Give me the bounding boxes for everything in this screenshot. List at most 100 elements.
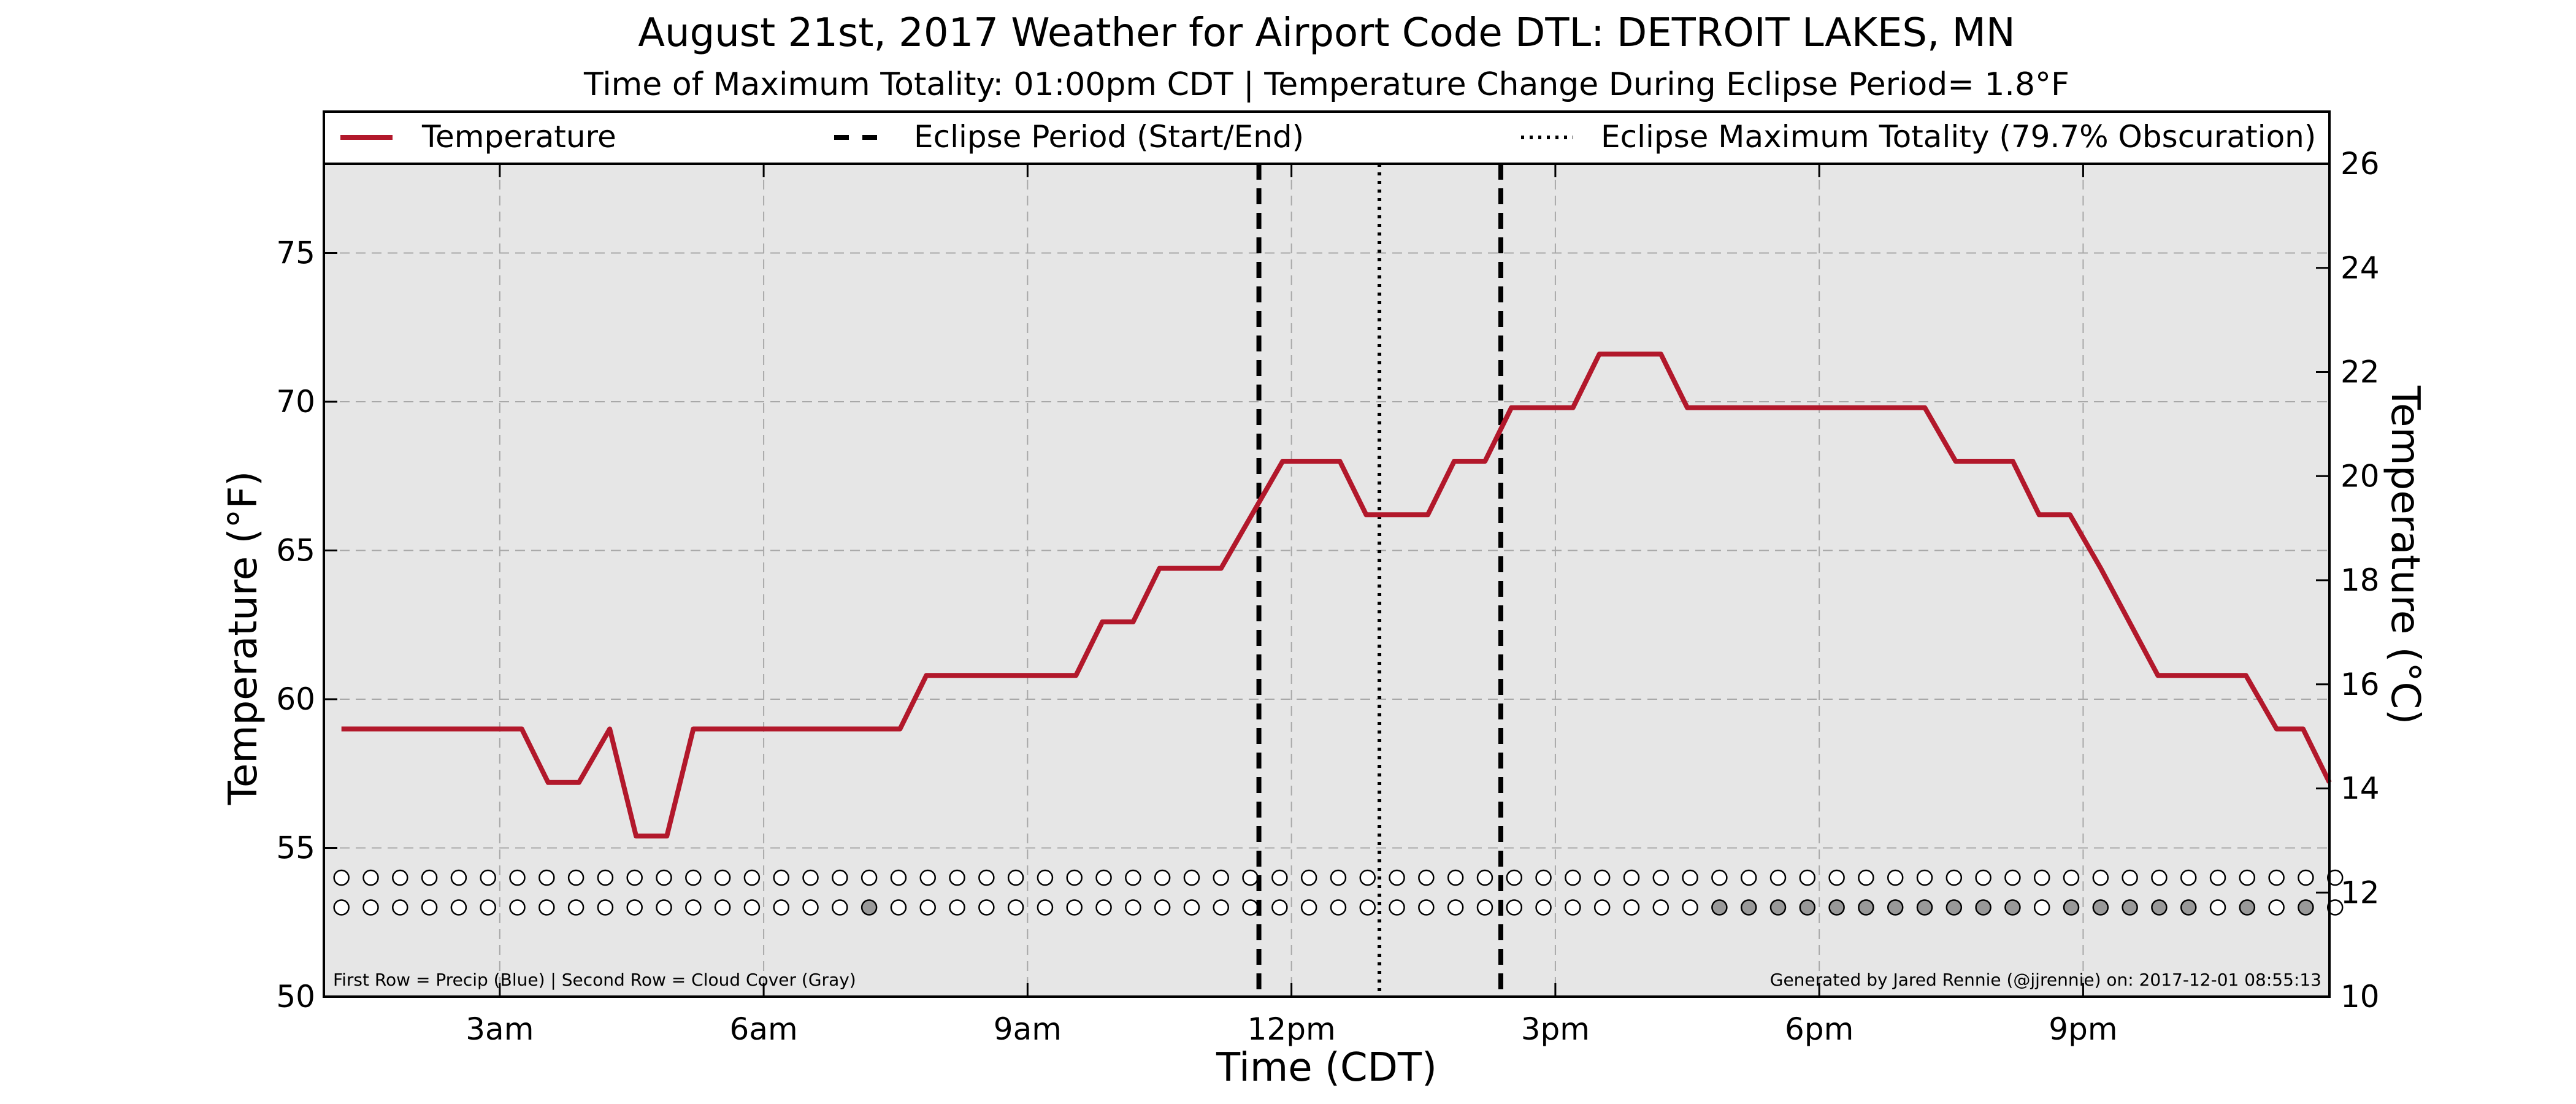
cloud-cover-marker [2092,899,2109,916]
cloud-cover-marker [2209,899,2226,916]
cloud-cover-marker [2004,899,2021,916]
cloud-cover-marker [1916,899,1933,916]
cloud-cover-marker [567,899,585,916]
precip-marker [1154,869,1171,886]
cloud-cover-marker [1213,899,1230,916]
y-tick-label: 65 [276,533,315,569]
cloud-cover-marker [1389,899,1405,916]
precip-marker [832,869,848,886]
precip-marker [1242,869,1259,886]
precip-marker [861,869,878,886]
precip-marker [2033,869,2050,886]
cloud-cover-marker [890,899,907,916]
plot-area: 3am 6am 9am 12pm 3pm 6pm 9pm 50 55 60 65 70 75 10 12 14… [276,146,2379,1047]
cloud-cover-marker [1565,899,1581,916]
precip-marker [685,869,702,886]
precip-marker [1506,869,1523,886]
precip-marker [1887,869,1904,886]
precip-marker [1066,869,1083,886]
cloud-cover-marker [1945,899,1963,916]
precip-marker [890,869,907,886]
precip-marker [450,869,467,886]
precip-marker [1447,869,1464,886]
precip-marker [2298,869,2314,886]
cloud-cover-marker [714,899,731,916]
precip-marker [626,869,643,886]
cloud-cover-marker [480,899,496,916]
cloud-cover-marker [362,899,379,916]
legend-box [323,110,2331,165]
precip-marker [1711,869,1728,886]
y2-tick-label: 12 [2340,875,2380,910]
x-tick-label: 6am [730,1011,798,1047]
x-tick-label: 3am [466,1011,534,1047]
precip-marker [1359,869,1376,886]
y2-tick-label: 16 [2340,667,2380,702]
precip-marker [802,869,819,886]
plot-background [324,164,2329,997]
cloud-cover-marker [1652,899,1669,916]
x-tick-label: 6pm [1785,1011,1853,1047]
cloud-cover-marker [978,899,995,916]
legend: Temperature Eclipse Period (Start/End) E… [323,110,2331,165]
precip-marker [2209,869,2226,886]
cloud-cover-marker [1828,899,1845,916]
y2-tick-label: 20 [2340,458,2380,494]
precip-marker [1799,869,1816,886]
y-tick-label: 60 [276,681,315,717]
precip-marker [1125,869,1141,886]
legend-eclipse-period-label: Eclipse Period (Start/End) [914,119,1304,155]
cloud-cover-marker [1975,899,1991,916]
cloud-cover-marker [333,899,350,916]
y2-tick-label: 22 [2340,355,2380,390]
precip-marker [1858,869,1874,886]
cloud-cover-marker [450,899,467,916]
precip-marker [1565,869,1581,886]
x-tick-label: 3pm [1521,1011,1590,1047]
cloud-cover-marker [861,899,878,916]
precip-marker [1271,869,1288,886]
precip-marker [743,869,761,886]
precip-marker [333,869,350,886]
precip-marker [1418,869,1435,886]
note-left: First Row = Precip (Blue) | Second Row =… [333,970,856,990]
cloud-cover-marker [597,899,614,916]
cloud-cover-marker [743,899,761,916]
y2-tick-label: 24 [2340,250,2380,286]
cloud-cover-marker [2180,899,2197,916]
cloud-cover-marker [919,899,936,916]
y2-tick-label: 18 [2340,562,2380,598]
cloud-cover-marker [1125,899,1141,916]
legend-temperature-label: Temperature [421,119,616,155]
precip-marker [1828,869,1845,886]
precip-marker [539,869,555,886]
precip-marker [1300,869,1317,886]
cloud-cover-marker [656,899,672,916]
y-tick-label: 70 [276,384,315,420]
precip-marker [1740,869,1757,886]
y2-tick-label: 10 [2340,979,2380,1014]
cloud-cover-marker [1535,899,1552,916]
precip-marker [2063,869,2080,886]
cloud-cover-marker [1183,899,1200,916]
precip-marker [1769,869,1787,886]
cloud-cover-marker [1740,899,1757,916]
precip-marker [1945,869,1963,886]
cloud-cover-marker [1476,899,1493,916]
note-right: Generated by Jared Rennie (@jjrennie) on… [1770,970,2321,990]
precip-marker [1213,869,1230,886]
cloud-cover-marker [509,899,526,916]
cloud-cover-marker [2122,899,2138,916]
y2-tick-label: 26 [2340,146,2380,182]
cloud-cover-marker [1095,899,1112,916]
precip-marker [1593,869,1611,886]
cloud-cover-marker [2326,899,2344,916]
precip-marker [1623,869,1640,886]
y2-axis-label: Temperature (°C) [2382,385,2428,724]
precip-marker [1007,869,1024,886]
precip-marker [480,869,496,886]
cloud-cover-marker [1682,899,1698,916]
cloud-cover-marker [626,899,643,916]
cloud-cover-marker [1858,899,1874,916]
cloud-cover-marker [1154,899,1171,916]
